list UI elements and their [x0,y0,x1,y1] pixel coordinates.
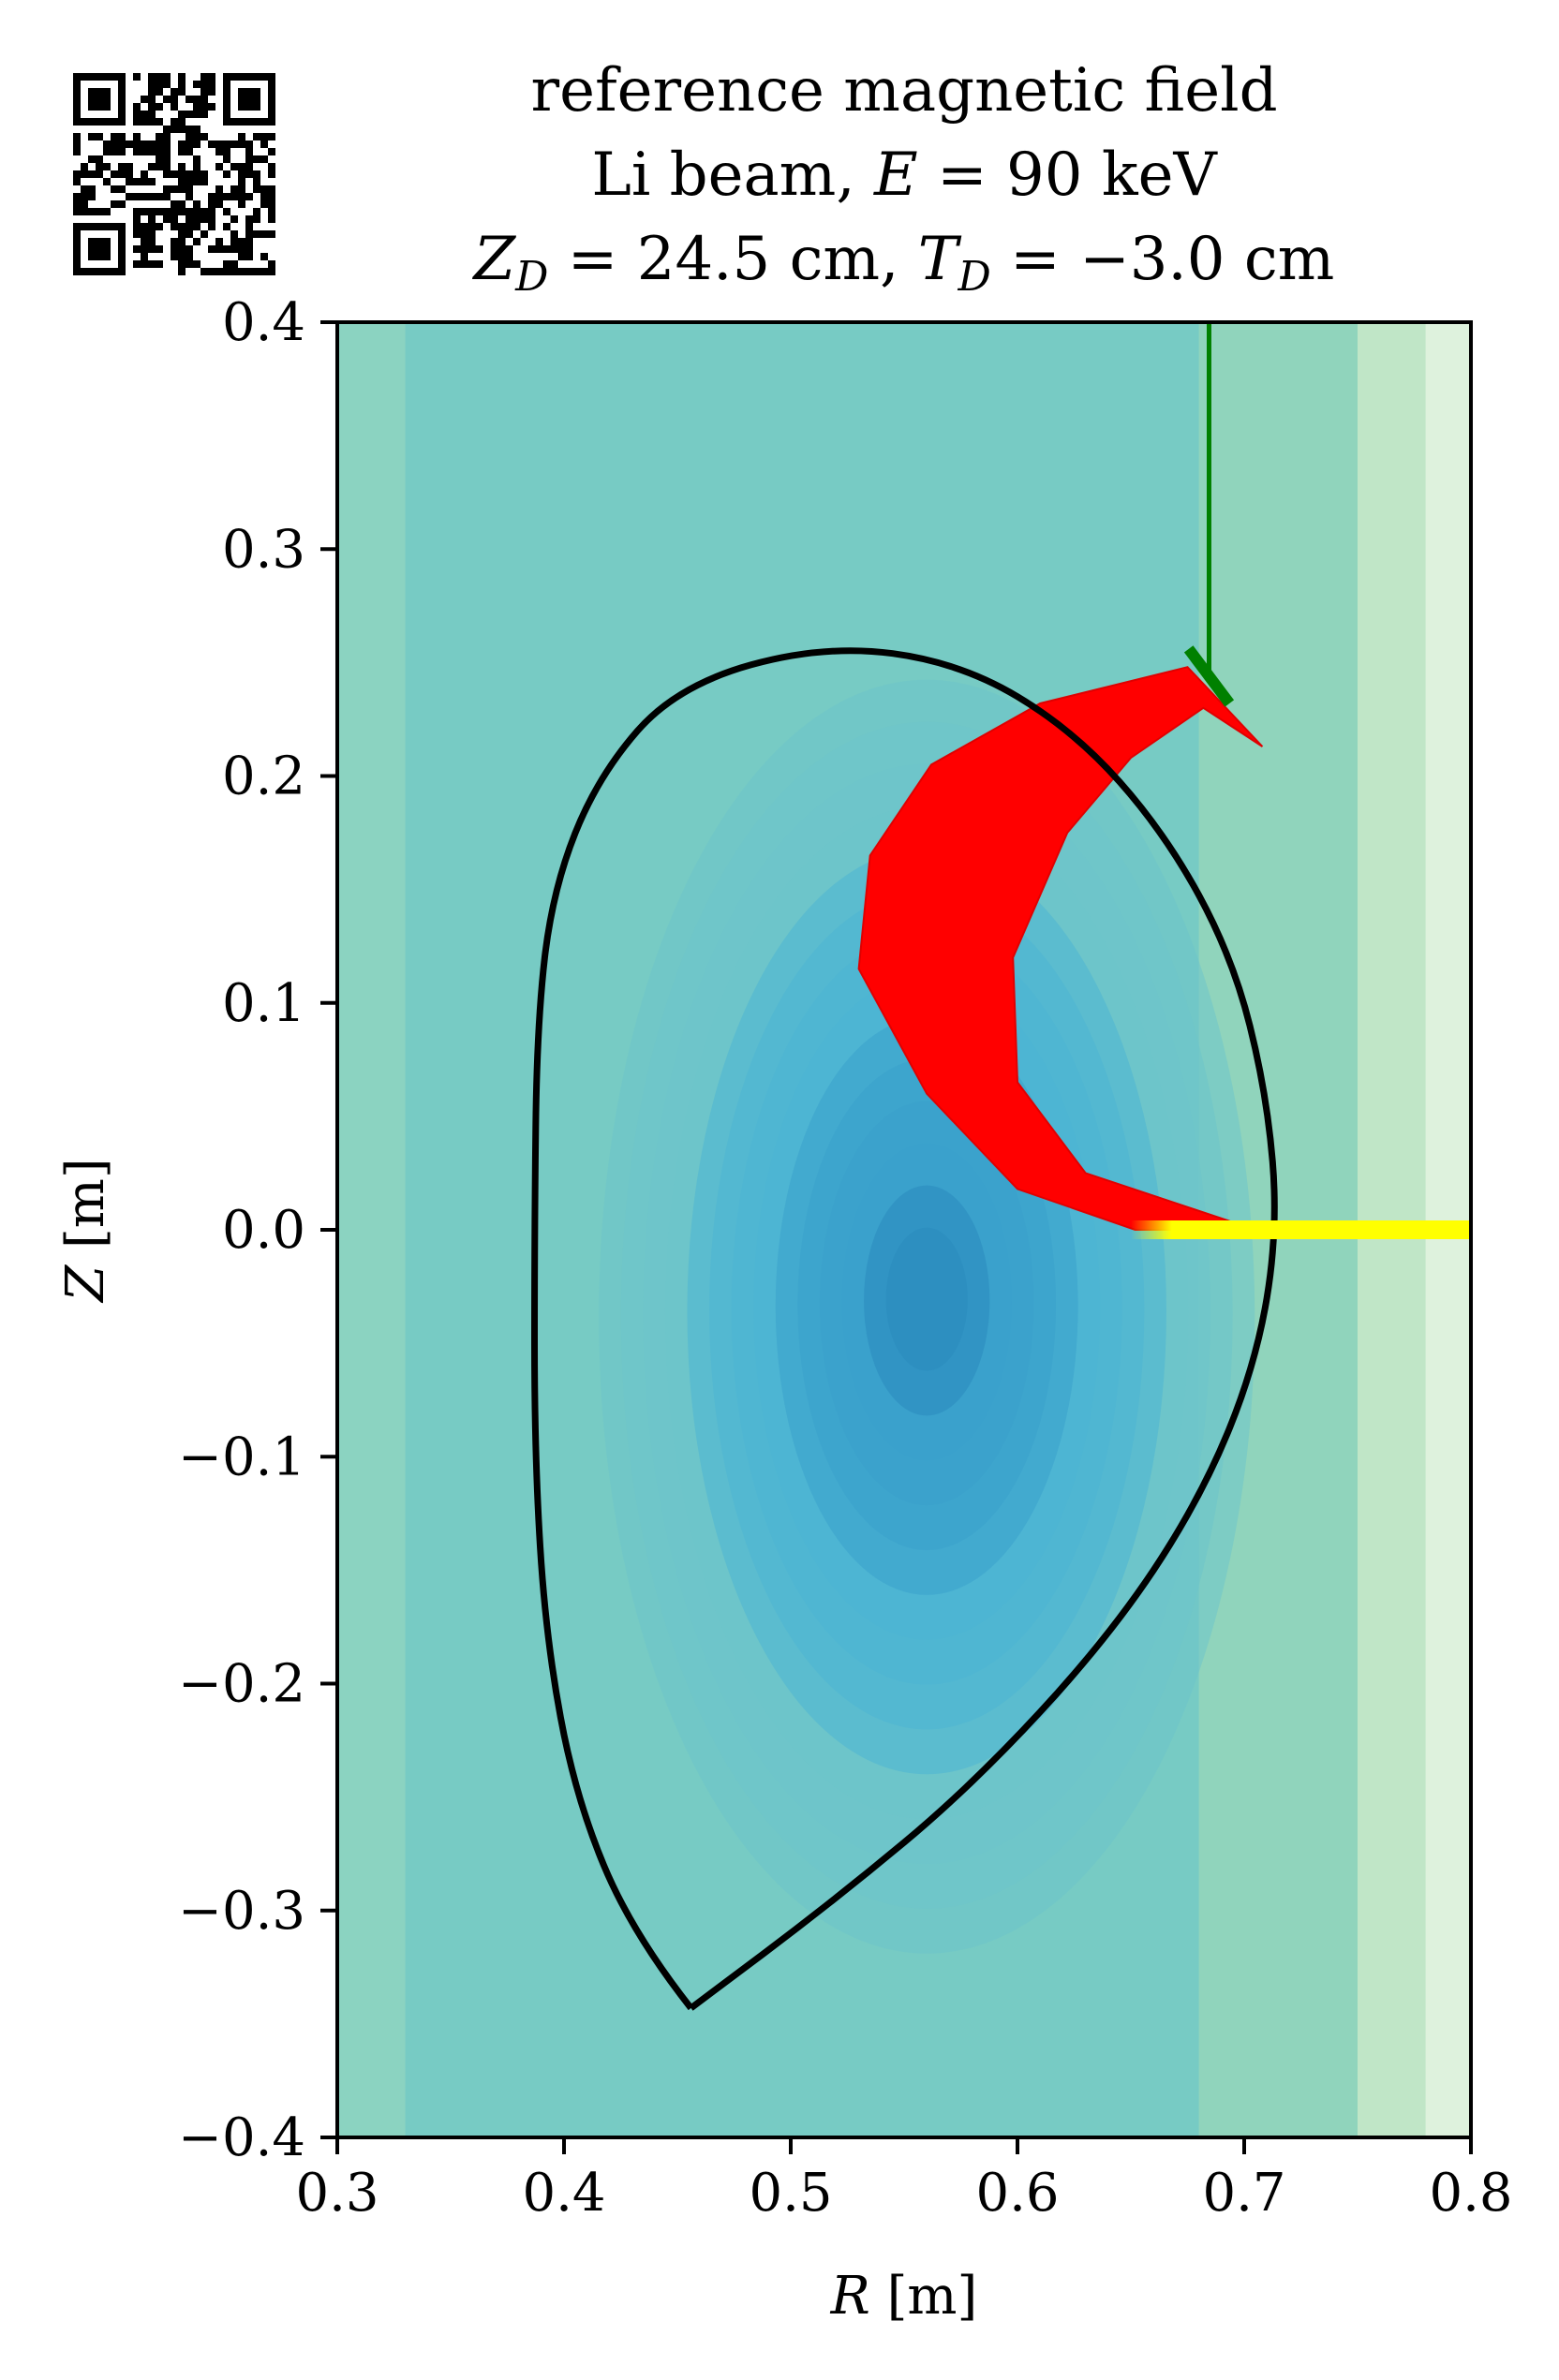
y-tick-label: −0.2 [178,1654,305,1715]
chart-title-line-2: Li beam, E = 90 keV [591,140,1218,210]
contour-level [885,1227,968,1371]
y-tick-label: 0.4 [222,292,305,353]
separatrix-contour [531,647,1278,2011]
y-axis-label: Z [m] [55,1158,116,1304]
y-tick-label: −0.4 [178,2107,305,2168]
y-tick-label: −0.1 [178,1427,305,1487]
contour-band [337,322,406,2137]
li-beam [1131,1220,1471,1239]
trajectory-fan [857,666,1264,1231]
qr-code-icon [67,67,281,281]
y-axis: 0.4 0.3 0.2 0.1 0.0 −0.1 −0.2 −0.3 −0.4 [178,292,337,2168]
x-tick-label: 0.5 [749,2163,832,2224]
x-tick-label: 0.6 [975,2163,1059,2224]
x-axis-label: R [m] [830,2266,978,2327]
x-tick-label: 0.8 [1429,2163,1512,2224]
detector-plate [1183,645,1235,707]
x-tick-label: 0.3 [295,2163,379,2224]
y-tick-label: 0.0 [222,1200,305,1261]
x-tick-label: 0.4 [522,2163,605,2224]
chart-title-line-3: ZD = 24.5 cm, TD = −3.0 cm [472,225,1335,301]
y-tick-label: −0.3 [178,1881,305,1942]
x-axis: 0.3 0.4 0.5 0.6 0.7 0.8 [295,2137,1513,2224]
x-tick-label: 0.7 [1202,2163,1285,2224]
y-tick-label: 0.1 [222,973,305,1034]
y-tick-label: 0.3 [222,519,305,580]
y-tick-label: 0.2 [222,747,305,807]
chart-title-line-1: reference magnetic field [530,56,1277,126]
